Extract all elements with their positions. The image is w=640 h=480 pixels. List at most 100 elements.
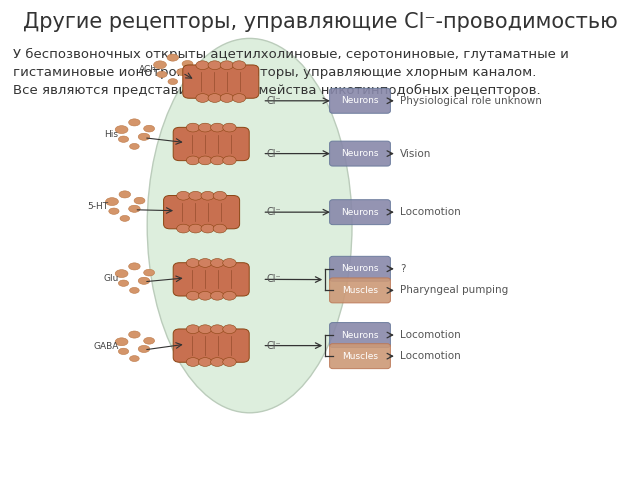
Text: Locomotion: Locomotion (400, 351, 461, 361)
Ellipse shape (211, 156, 224, 165)
Text: Pharyngeal pumping: Pharyngeal pumping (400, 286, 508, 295)
Text: Neurons: Neurons (341, 149, 379, 158)
FancyBboxPatch shape (173, 329, 249, 362)
FancyBboxPatch shape (330, 88, 390, 113)
FancyBboxPatch shape (330, 344, 390, 369)
Text: Cl⁻: Cl⁻ (267, 207, 282, 217)
Text: Muscles: Muscles (342, 352, 378, 360)
Ellipse shape (118, 348, 129, 355)
Ellipse shape (109, 208, 119, 215)
Ellipse shape (144, 125, 155, 132)
Ellipse shape (177, 69, 188, 75)
FancyBboxPatch shape (164, 195, 239, 229)
Text: Neurons: Neurons (341, 331, 379, 339)
Ellipse shape (129, 288, 140, 293)
Ellipse shape (211, 123, 224, 132)
Ellipse shape (201, 224, 214, 233)
FancyBboxPatch shape (330, 200, 390, 225)
FancyBboxPatch shape (330, 323, 390, 348)
Ellipse shape (157, 71, 167, 78)
Ellipse shape (182, 60, 193, 67)
Ellipse shape (168, 79, 178, 84)
FancyBboxPatch shape (330, 141, 390, 166)
Ellipse shape (129, 119, 140, 126)
Text: ACh: ACh (139, 65, 157, 74)
Text: Neurons: Neurons (341, 264, 379, 273)
Ellipse shape (223, 291, 236, 300)
Text: Locomotion: Locomotion (400, 207, 461, 217)
Ellipse shape (189, 224, 202, 233)
Ellipse shape (147, 38, 352, 413)
Ellipse shape (120, 216, 130, 221)
FancyBboxPatch shape (173, 127, 249, 161)
Text: У беспозвоночных открыты ацетилхолиновые, серотониновые, глутаматные и
гистамино: У беспозвоночных открыты ацетилхолиновые… (13, 48, 569, 97)
Ellipse shape (115, 126, 128, 133)
Text: ?: ? (400, 264, 406, 274)
Ellipse shape (208, 94, 221, 102)
Text: 5-HT: 5-HT (88, 202, 109, 211)
Text: GABA: GABA (93, 342, 118, 351)
Ellipse shape (208, 61, 221, 70)
Ellipse shape (177, 192, 190, 200)
Ellipse shape (186, 291, 200, 300)
Ellipse shape (115, 338, 128, 346)
FancyBboxPatch shape (183, 65, 259, 98)
Ellipse shape (186, 259, 200, 267)
Ellipse shape (129, 144, 140, 149)
Ellipse shape (220, 61, 234, 70)
Text: Cl⁻: Cl⁻ (267, 149, 282, 158)
Ellipse shape (186, 156, 200, 165)
Ellipse shape (196, 94, 209, 102)
Text: His: His (104, 130, 118, 139)
Text: Cl⁻: Cl⁻ (267, 96, 282, 106)
Ellipse shape (189, 192, 202, 200)
Ellipse shape (144, 337, 155, 344)
Ellipse shape (186, 358, 200, 366)
Ellipse shape (196, 61, 209, 70)
Ellipse shape (211, 259, 224, 267)
Ellipse shape (198, 325, 212, 334)
Ellipse shape (115, 270, 128, 277)
Ellipse shape (138, 346, 150, 352)
Ellipse shape (177, 224, 190, 233)
Ellipse shape (167, 54, 179, 61)
Ellipse shape (198, 358, 212, 366)
Ellipse shape (129, 263, 140, 270)
Text: Physiological role unknown: Physiological role unknown (400, 96, 542, 106)
Text: Neurons: Neurons (341, 208, 379, 216)
Ellipse shape (211, 358, 224, 366)
FancyBboxPatch shape (330, 256, 390, 281)
Ellipse shape (232, 61, 246, 70)
Text: Cl⁻: Cl⁻ (267, 341, 282, 350)
Ellipse shape (198, 291, 212, 300)
Ellipse shape (223, 259, 236, 267)
Ellipse shape (134, 197, 145, 204)
Ellipse shape (186, 325, 200, 334)
Text: Glu: Glu (103, 274, 118, 283)
Text: Neurons: Neurons (341, 96, 379, 105)
Ellipse shape (213, 192, 227, 200)
Ellipse shape (223, 358, 236, 366)
Ellipse shape (118, 136, 129, 143)
Text: Cl⁻: Cl⁻ (267, 275, 282, 284)
FancyBboxPatch shape (330, 278, 390, 303)
Ellipse shape (144, 269, 155, 276)
FancyBboxPatch shape (173, 263, 249, 296)
Ellipse shape (223, 156, 236, 165)
Ellipse shape (211, 325, 224, 334)
Ellipse shape (223, 123, 236, 132)
Ellipse shape (198, 123, 212, 132)
Ellipse shape (138, 133, 150, 140)
Ellipse shape (198, 259, 212, 267)
Ellipse shape (201, 192, 214, 200)
Text: Vision: Vision (400, 149, 431, 158)
Ellipse shape (186, 123, 200, 132)
Ellipse shape (129, 331, 140, 338)
Ellipse shape (198, 156, 212, 165)
Ellipse shape (118, 280, 129, 287)
Ellipse shape (138, 277, 150, 284)
Ellipse shape (154, 61, 166, 69)
Ellipse shape (211, 291, 224, 300)
Ellipse shape (223, 325, 236, 334)
Ellipse shape (106, 198, 118, 205)
